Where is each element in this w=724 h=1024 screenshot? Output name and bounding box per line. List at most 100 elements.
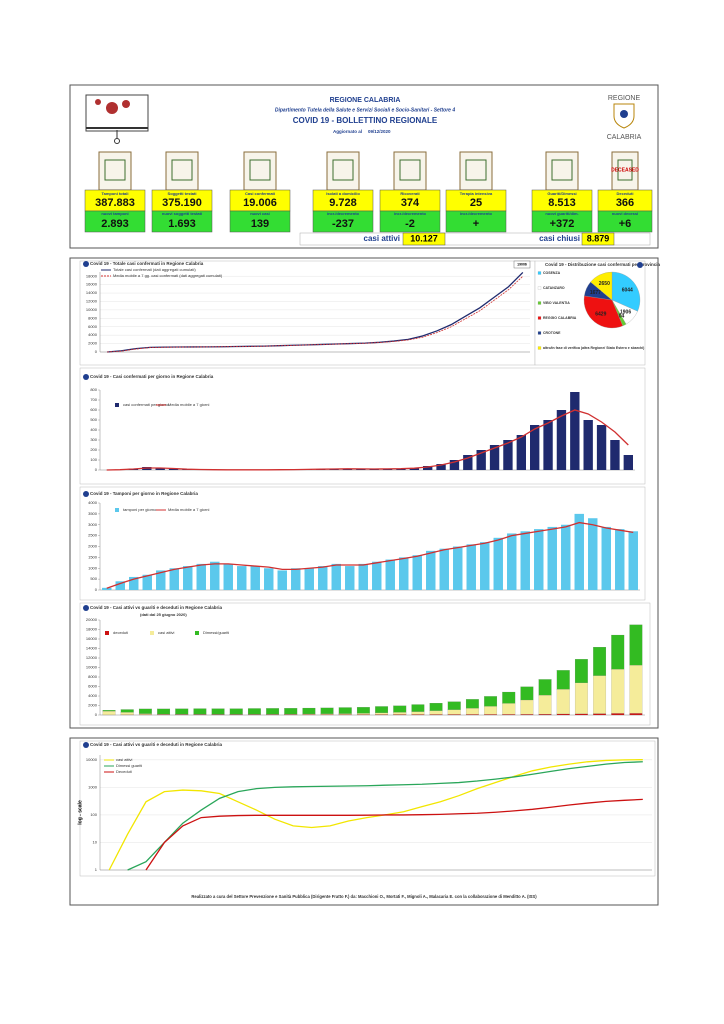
card-value: 8.513	[548, 197, 576, 209]
pie-slice	[583, 295, 623, 329]
bar	[547, 526, 557, 590]
bar	[155, 468, 165, 470]
bar-segment	[229, 708, 243, 715]
bar-segment	[611, 634, 625, 670]
bar	[142, 574, 152, 590]
bar-segment	[538, 679, 552, 696]
bar-segment	[520, 699, 534, 715]
card-sublabel: nuovi guariti/dim.	[545, 211, 578, 216]
card-bottom	[312, 210, 374, 233]
card-icon	[243, 151, 277, 191]
bar-segment	[302, 707, 316, 715]
bar-segment	[429, 714, 443, 716]
y-tick-label: 4000	[88, 332, 98, 337]
legend-label: casi attivi	[116, 757, 133, 762]
y-tick-label: 8000	[88, 315, 98, 320]
bar-segment	[193, 708, 207, 715]
bar-segment	[502, 714, 516, 716]
bar-segment	[629, 713, 643, 716]
bar-segment	[120, 709, 134, 713]
bar	[196, 563, 206, 590]
y-tick-label: 14000	[86, 290, 98, 295]
card-subvalue: -237	[332, 218, 354, 230]
legend-label: CATANZARO	[543, 286, 565, 290]
bar-segment	[465, 699, 479, 709]
bar-segment	[429, 710, 443, 715]
bar	[463, 455, 473, 470]
card-icon-detail	[617, 159, 633, 181]
y-tick-label: 500	[90, 576, 97, 581]
bar-segment	[411, 711, 425, 715]
bar	[493, 537, 503, 590]
y-tick-label: 800	[90, 387, 97, 392]
bar-segment	[593, 647, 607, 676]
bar-segment	[484, 696, 498, 707]
bar-segment	[393, 712, 407, 715]
bar	[385, 559, 395, 590]
bar	[570, 392, 580, 470]
legend-label: tamponi per giorno	[123, 507, 157, 512]
y-tick-label: 2000	[88, 544, 98, 549]
bar	[304, 568, 314, 590]
bar-segment	[593, 675, 607, 714]
bar	[601, 526, 611, 590]
bar-segment	[484, 706, 498, 715]
annotation-box	[513, 260, 531, 269]
slice-label: 1677	[590, 290, 601, 296]
card-bottom	[151, 210, 213, 233]
bar-segment	[538, 714, 552, 716]
bar-segment	[338, 707, 352, 714]
slice-label: 2650	[599, 281, 610, 287]
chart-title: Covid 19 - Distribuzione casi confermati…	[545, 262, 661, 267]
card-icon-detail	[249, 159, 271, 181]
legend-swatch	[537, 286, 542, 290]
bar	[561, 524, 571, 590]
chart-title: Covid 19 - Casi confermati per giorno in…	[90, 374, 214, 379]
bar-segment	[175, 708, 189, 715]
card-value: 25	[470, 197, 482, 209]
legend-swatch	[115, 403, 119, 407]
bar	[102, 587, 112, 590]
y-axis-label: log - scale	[77, 800, 83, 825]
card-subvalue: +372	[550, 218, 575, 230]
y-tick-label: 4000	[88, 693, 98, 698]
card-subvalue: 1.693	[168, 218, 196, 230]
card-icon	[326, 151, 360, 191]
summary-bar	[299, 232, 651, 246]
bar	[449, 460, 460, 470]
y-tick-label: 1000	[88, 565, 98, 570]
bar-segment	[375, 706, 389, 713]
bar	[516, 435, 526, 470]
legend-swatch	[537, 316, 542, 320]
bar	[556, 410, 567, 470]
y-tick-label: 16000	[86, 282, 98, 287]
series-line	[107, 275, 524, 353]
bar-segment	[502, 703, 516, 715]
bar-segment	[411, 714, 425, 716]
bar	[250, 566, 260, 590]
y-tick-label: 1000	[88, 784, 98, 789]
bar	[476, 450, 486, 470]
bar	[466, 544, 476, 590]
legend-swatch	[537, 346, 542, 350]
legend-swatch	[537, 271, 542, 275]
active-box	[402, 232, 446, 246]
y-tick-label: 6000	[88, 684, 98, 689]
y-tick-label: 10000	[86, 757, 98, 762]
bar	[507, 533, 517, 590]
card-label: Deceduti	[617, 191, 634, 196]
bar-segment	[611, 713, 625, 716]
legend-label: Media mobile a 7 giorni	[168, 507, 209, 512]
bar-segment	[356, 707, 370, 714]
legend-label: COSENZA	[543, 271, 561, 275]
bar-segment	[138, 713, 152, 715]
bar	[453, 546, 463, 590]
bar-segment	[247, 708, 261, 715]
updated-label: Aggiornato al	[333, 129, 362, 134]
y-tick-label: 100	[90, 457, 97, 462]
y-tick-label: 14000	[86, 646, 98, 651]
card-icon	[165, 151, 199, 191]
y-tick-label: 1	[95, 867, 98, 872]
y-tick-label: 3500	[88, 511, 98, 516]
bar	[534, 529, 544, 590]
